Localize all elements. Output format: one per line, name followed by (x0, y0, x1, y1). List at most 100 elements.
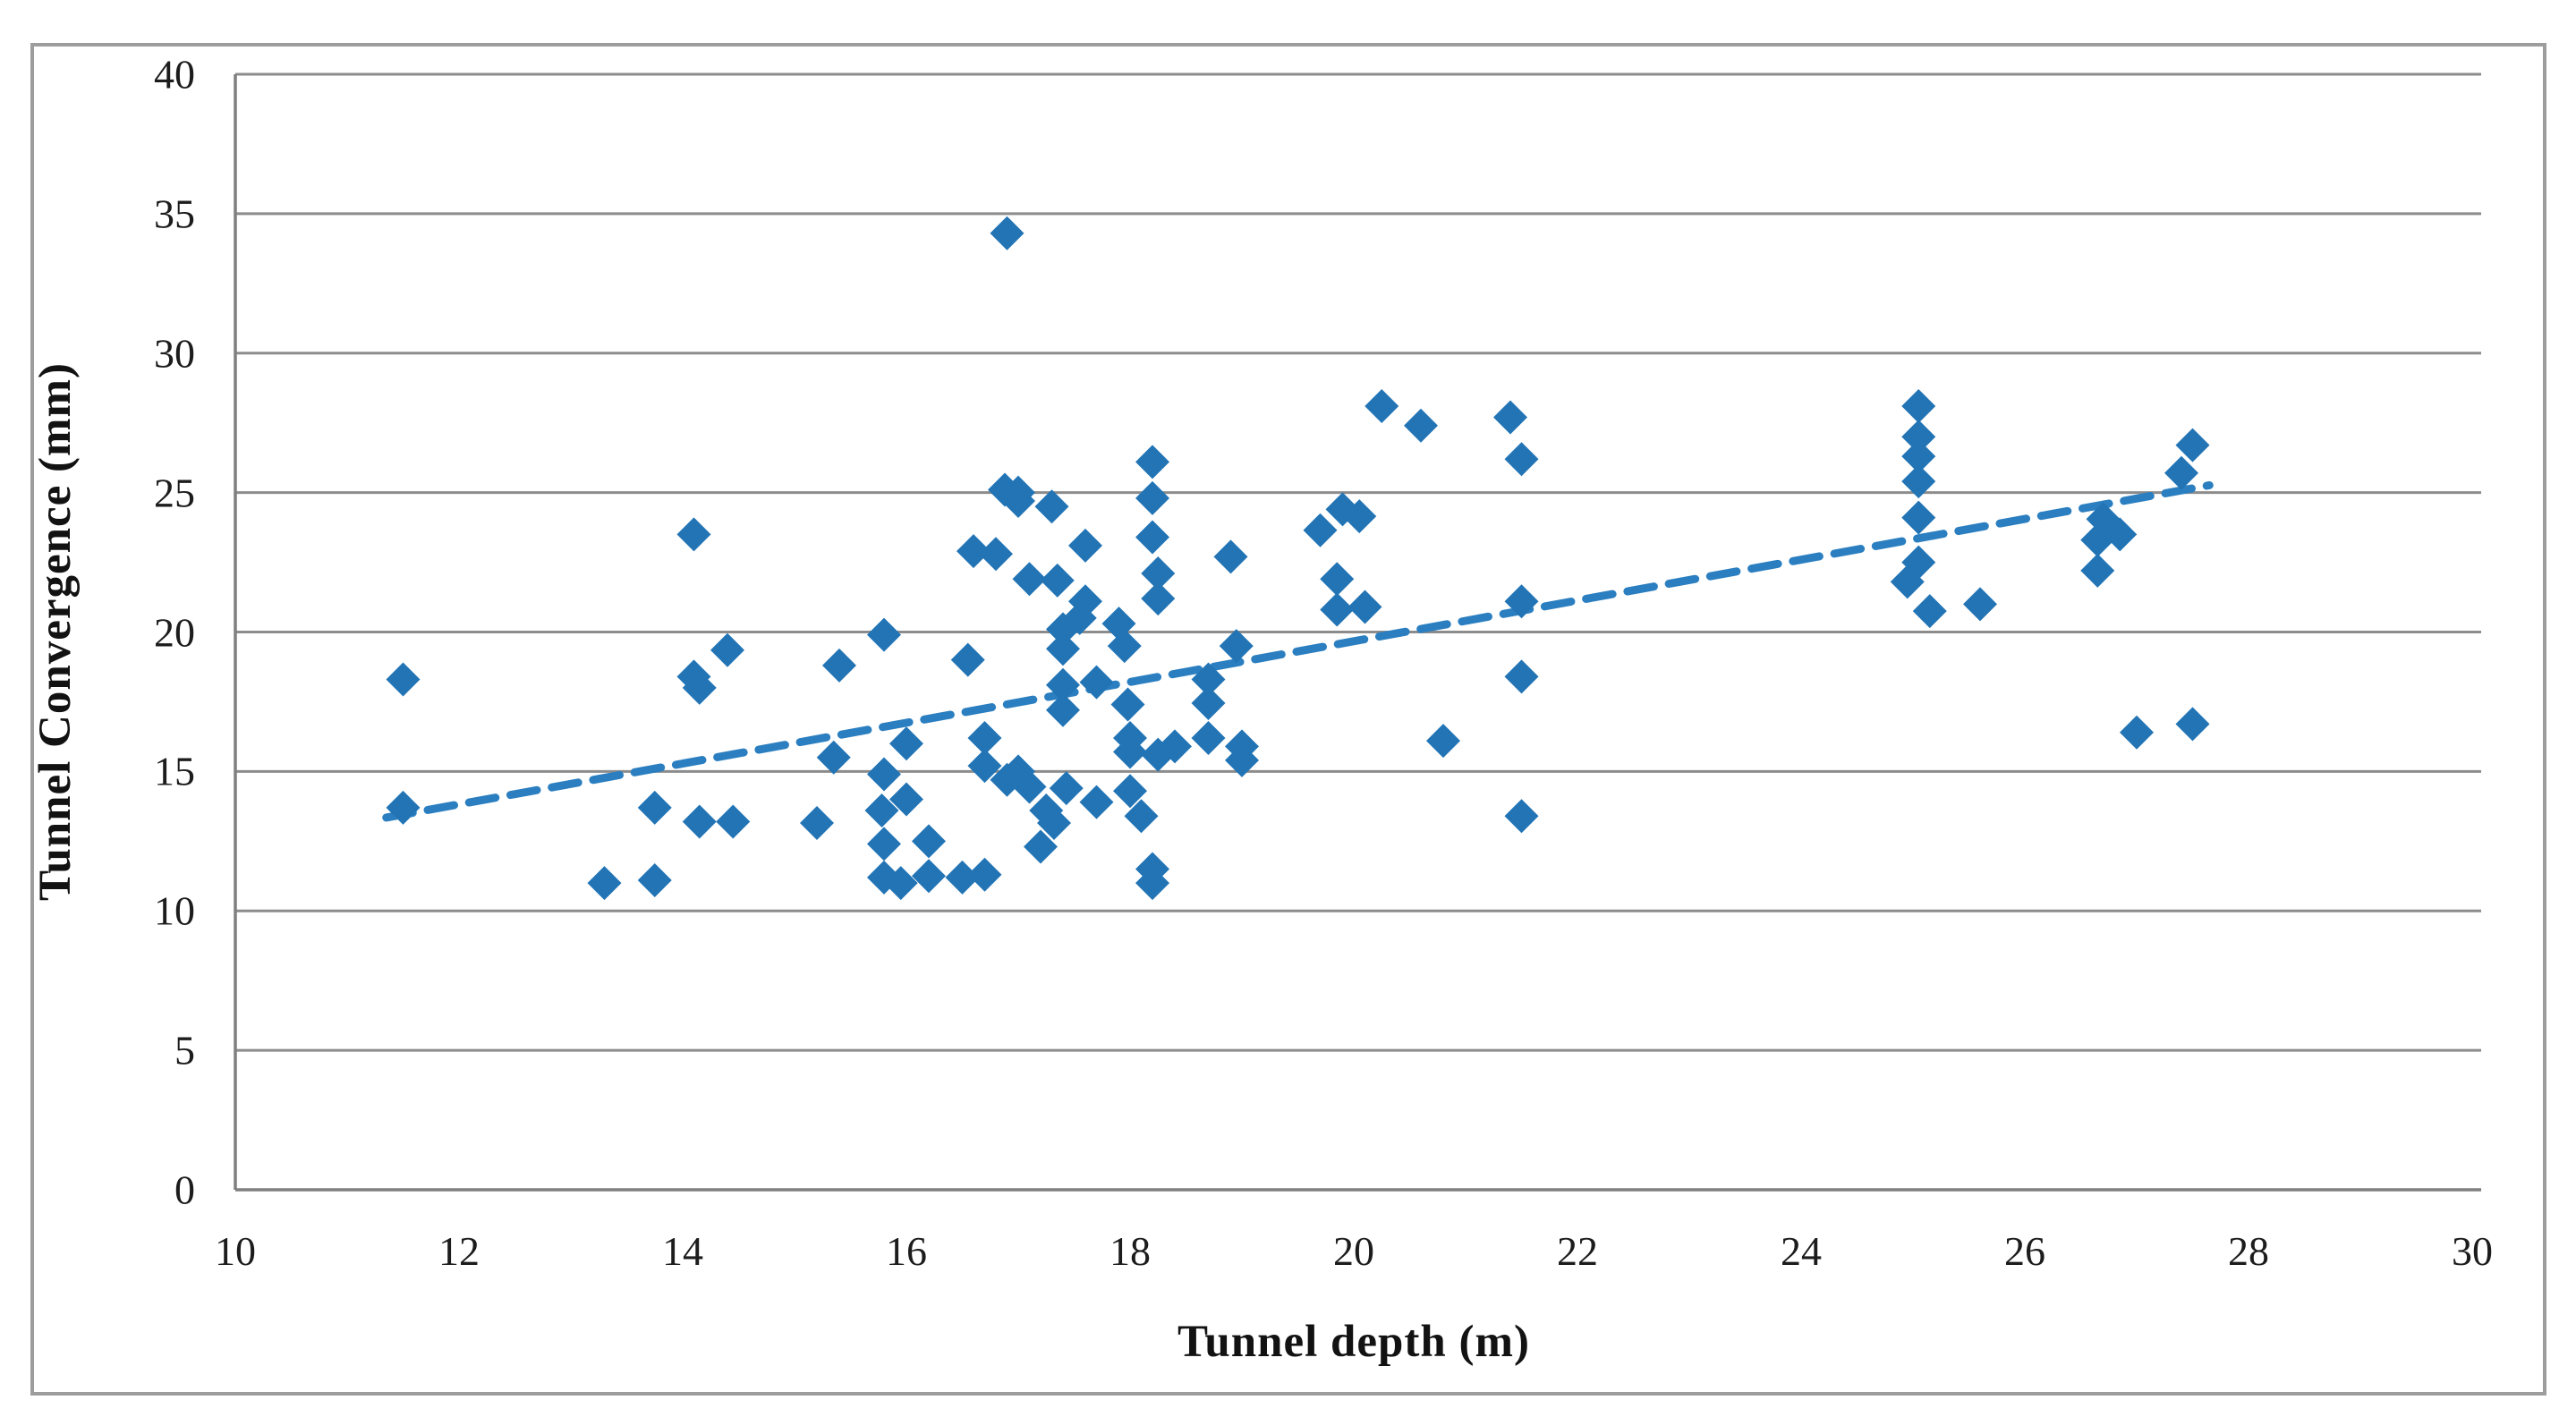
y-tick-label-30: 30 (154, 330, 195, 377)
data-point-diamond (1219, 629, 1254, 664)
data-point-diamond (386, 662, 421, 697)
data-point-diamond (1320, 592, 1355, 627)
trendline (382, 480, 2214, 822)
data-point-diamond (883, 866, 918, 901)
gridlines (235, 72, 2481, 1192)
data-point-diamond (967, 749, 1002, 784)
x-tick-label-10: 10 (215, 1228, 256, 1274)
data-point-diamond (1348, 590, 1382, 624)
data-point-diamond (1113, 734, 1147, 769)
figure-border (30, 43, 2546, 1396)
data-point-diamond (1365, 388, 1399, 423)
data-point-diamond (867, 757, 901, 792)
data-point-diamond (1320, 562, 1355, 597)
data-point-diamond (1107, 629, 1142, 664)
data-point-diamond (1426, 724, 1460, 759)
data-point-diamond (1404, 408, 1438, 443)
data-point-diamond (637, 862, 672, 897)
data-point-diamond (1890, 564, 1925, 599)
data-point-diamond (1963, 587, 1997, 622)
x-tick-label-28: 28 (2228, 1228, 2269, 1274)
data-point-diamond (1049, 771, 1084, 806)
data-point-diamond (1068, 528, 1102, 563)
y-tick-label-15: 15 (154, 748, 195, 794)
trendline-dashed (382, 480, 2214, 822)
data-point-diamond (1001, 483, 1035, 518)
data-point-diamond (1046, 667, 1080, 702)
y-tick-label-20: 20 (154, 609, 195, 655)
data-point-diamond (867, 827, 901, 861)
x-tick-label-12: 12 (438, 1228, 480, 1274)
data-point-diamond (1303, 513, 1338, 547)
data-point-diamond (676, 517, 711, 552)
data-point-diamond (1504, 659, 1539, 694)
data-point-diamond (1141, 581, 1176, 616)
x-tick-label-30: 30 (2452, 1228, 2493, 1274)
data-point-diamond (1504, 799, 1539, 834)
data-point-diamond (1079, 665, 1114, 700)
data-point-diamond (912, 824, 946, 859)
data-point-diamond (1191, 720, 1226, 755)
data-point-diamond (990, 216, 1024, 250)
data-point-diamond (1037, 806, 1071, 841)
y-axis-title: Tunnel Convergence (mm) (30, 362, 81, 901)
data-point-diamond (1901, 388, 1936, 423)
data-point-diamond (1110, 687, 1145, 722)
data-point-diamond (816, 740, 851, 775)
x-tick-label-24: 24 (1781, 1228, 1822, 1274)
data-point-diamond (1135, 445, 1169, 479)
data-point-diamond (1046, 632, 1080, 666)
data-point-diamond (1901, 464, 1936, 499)
data-point-diamond (1504, 442, 1539, 477)
data-point-diamond (1135, 520, 1169, 555)
data-point-diamond (2080, 522, 2115, 557)
data-point-diamond (967, 857, 1002, 892)
data-point-diamond (1012, 769, 1047, 804)
data-point-diamond (386, 790, 421, 825)
data-point-diamond (889, 726, 923, 761)
data-point-diamond (1191, 685, 1226, 720)
data-point-diamond (1135, 866, 1169, 901)
data-point-diamond (1901, 439, 1936, 474)
data-point-diamond (1342, 499, 1377, 534)
x-tick-label-22: 22 (1557, 1228, 1598, 1274)
data-point-diamond (1901, 420, 1936, 454)
data-point-diamond (1024, 829, 1058, 864)
data-point-diamond (1046, 612, 1080, 647)
data-point-diamond (1213, 539, 1248, 574)
y-tick-label-35: 35 (154, 191, 195, 237)
data-point-diamond (889, 782, 923, 817)
data-point-diamond (1141, 556, 1176, 591)
data-point-diamond (716, 804, 751, 839)
data-point-diamond (956, 534, 990, 569)
data-point-diamond (1124, 799, 1159, 834)
data-point-diamond (2120, 715, 2154, 750)
data-point-diamond (682, 670, 717, 705)
y-tick-label-25: 25 (154, 470, 195, 516)
data-points (386, 216, 2210, 901)
x-tick-label-20: 20 (1333, 1228, 1374, 1274)
data-point-diamond (800, 806, 834, 841)
x-tick-label-18: 18 (1109, 1228, 1151, 1274)
data-point-diamond (637, 790, 672, 825)
y-tick-label-0: 0 (174, 1167, 195, 1213)
data-point-diamond (1493, 400, 1527, 435)
data-point-diamond (2080, 553, 2115, 588)
data-point-diamond (1040, 563, 1075, 598)
data-point-diamond (1191, 662, 1226, 697)
data-point-diamond (867, 617, 901, 652)
axis-lines (234, 74, 2481, 1192)
data-point-diamond (587, 866, 622, 901)
data-point-diamond (1135, 480, 1169, 515)
data-point-diamond (1012, 562, 1047, 597)
data-point-diamond (822, 648, 856, 683)
data-point-diamond (1113, 774, 1147, 809)
data-point-diamond (979, 537, 1013, 572)
data-point-diamond (1046, 692, 1080, 727)
data-point-diamond (2175, 707, 2210, 742)
data-point-diamond (950, 642, 985, 677)
data-point-diamond (1912, 594, 1947, 629)
data-point-diamond (1901, 500, 1936, 535)
x-axis-title: Tunnel depth (m) (1177, 1317, 1530, 1367)
